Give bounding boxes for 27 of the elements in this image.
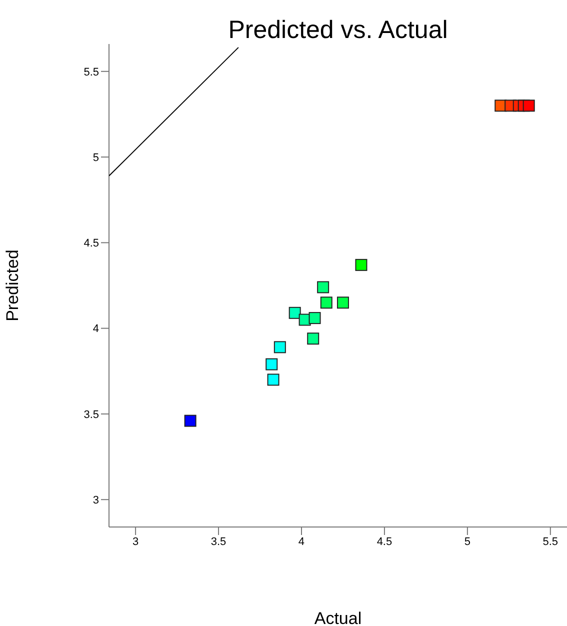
y-tick-label: 3: [92, 494, 99, 506]
x-tick-label: 4.5: [376, 536, 392, 548]
y-tick-label: 5: [92, 152, 99, 164]
x-tick-label: 5: [464, 536, 470, 548]
x-tick-label: 5.5: [542, 536, 558, 548]
point: [307, 332, 320, 345]
point: [522, 100, 535, 112]
point: [308, 312, 321, 324]
point: [288, 306, 301, 319]
chart-title: Predicted vs. Actual: [227, 16, 449, 45]
y-tick-label: 4: [92, 323, 99, 336]
x-tick-label: 3.5: [210, 536, 226, 548]
point: [267, 374, 280, 386]
y-axis-title: Predicted: [3, 250, 22, 322]
point: [274, 341, 286, 354]
point: [266, 358, 278, 370]
y-tick-label: 3.5: [84, 408, 99, 421]
x-tick-label: 4: [298, 536, 305, 548]
point: [317, 281, 330, 294]
y-tick-label: 5.5: [84, 66, 99, 78]
x-axis-title: Actual: [314, 609, 362, 626]
x-tick-label: 3: [132, 536, 139, 548]
point: [355, 258, 368, 271]
point: [320, 296, 332, 309]
point: [184, 414, 196, 427]
y-tick-label: 4.5: [84, 238, 99, 250]
point: [336, 296, 349, 309]
